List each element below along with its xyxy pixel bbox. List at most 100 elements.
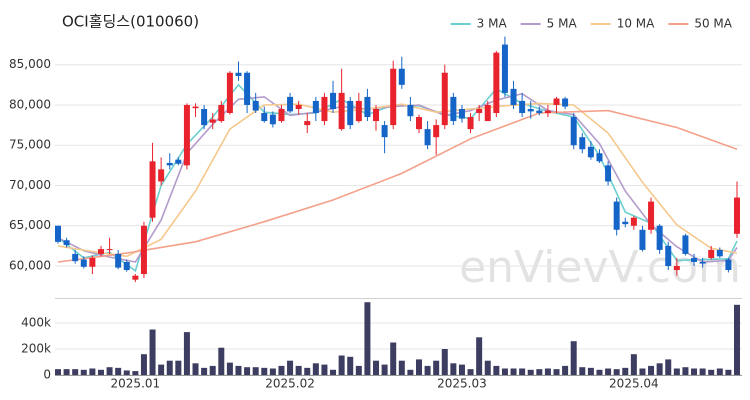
legend-label: 3 MA bbox=[477, 17, 508, 31]
volume-bar bbox=[72, 369, 79, 375]
volume-bar bbox=[605, 368, 612, 375]
volume-bar bbox=[622, 367, 629, 375]
candle-body bbox=[613, 201, 620, 230]
volume-bar bbox=[381, 364, 388, 375]
candle-body bbox=[97, 249, 104, 254]
volume-bar bbox=[97, 369, 104, 375]
candle-body bbox=[183, 104, 190, 166]
ma-line bbox=[57, 102, 738, 258]
volume-bar bbox=[390, 342, 397, 375]
volume-bar bbox=[226, 362, 233, 375]
candle-body bbox=[682, 235, 689, 254]
y-tick-label: 400k bbox=[21, 316, 51, 330]
volume-bar bbox=[527, 369, 534, 375]
volume-bar bbox=[158, 364, 165, 375]
candle-body bbox=[544, 110, 551, 114]
candle-body bbox=[89, 257, 96, 267]
volume-bar bbox=[235, 365, 242, 375]
volume-bar bbox=[536, 369, 543, 375]
volume-bar bbox=[89, 368, 96, 375]
volume-bar bbox=[364, 302, 371, 375]
volume-bar bbox=[570, 341, 577, 375]
volume-bar bbox=[544, 368, 551, 375]
candle-body bbox=[424, 129, 431, 146]
candle-body bbox=[501, 44, 508, 93]
candle-body bbox=[321, 96, 328, 122]
candle-body bbox=[347, 100, 354, 126]
watermark: enVievV.com bbox=[459, 242, 741, 293]
candle-body bbox=[364, 96, 371, 118]
volume-bar bbox=[287, 360, 294, 375]
volume-bar bbox=[467, 369, 474, 375]
candle-body bbox=[519, 100, 526, 114]
candle-body bbox=[132, 275, 139, 280]
candle-body bbox=[209, 119, 216, 123]
candle-body bbox=[699, 261, 706, 264]
volume-bar bbox=[587, 367, 594, 375]
x-tick-label: 2025.04 bbox=[609, 377, 659, 391]
candle-body bbox=[648, 201, 655, 230]
candle-body bbox=[381, 125, 388, 138]
volume-bar bbox=[510, 368, 517, 375]
candle-body bbox=[510, 88, 517, 105]
legend-label: 10 MA bbox=[617, 17, 655, 31]
volume-bar bbox=[407, 369, 414, 375]
volume-bar bbox=[201, 367, 208, 375]
legend-label: 5 MA bbox=[547, 17, 578, 31]
volume-bar bbox=[218, 347, 225, 375]
volume-bar bbox=[123, 370, 130, 375]
volume-bar bbox=[192, 363, 199, 375]
candle-body bbox=[725, 259, 732, 271]
volume-bar bbox=[613, 369, 620, 375]
volume-bar bbox=[278, 365, 285, 375]
candle-body bbox=[158, 169, 165, 182]
volume-bar bbox=[665, 359, 672, 375]
volume-bar bbox=[330, 369, 337, 375]
candle-body bbox=[218, 104, 225, 122]
candle-body bbox=[553, 98, 560, 105]
candle-body bbox=[235, 72, 242, 76]
candle-body bbox=[63, 240, 70, 246]
candle-body bbox=[390, 68, 397, 126]
y-tick-label: 85,000 bbox=[9, 57, 51, 71]
volume-bar bbox=[553, 369, 560, 375]
volume-bar bbox=[166, 360, 173, 375]
volume-bar bbox=[639, 368, 646, 375]
candle-body bbox=[304, 121, 311, 126]
y-tick-label: 0 bbox=[43, 368, 51, 382]
volume-bar bbox=[630, 354, 637, 375]
volume-bar bbox=[304, 367, 311, 375]
volume-bar bbox=[484, 360, 491, 375]
candle-body bbox=[605, 165, 612, 182]
volume-bar bbox=[415, 359, 422, 375]
volume-bar bbox=[493, 365, 500, 375]
volume-bar bbox=[734, 304, 740, 375]
candle-body bbox=[656, 225, 663, 250]
volume-bar bbox=[458, 364, 465, 375]
candle-body bbox=[639, 229, 646, 250]
volume-bar bbox=[433, 360, 440, 375]
volume-bar bbox=[699, 368, 706, 375]
candle-body bbox=[278, 108, 285, 122]
volume-bar bbox=[708, 369, 715, 375]
x-tick-label: 2025.02 bbox=[265, 377, 315, 391]
candle-body bbox=[441, 72, 448, 126]
volume-bar bbox=[441, 349, 448, 375]
volume-bar bbox=[149, 329, 156, 375]
volume-bar bbox=[55, 369, 61, 375]
candle-body bbox=[734, 197, 740, 234]
chart-title: OCI홀딩스(010060) bbox=[62, 13, 199, 31]
volume-bar bbox=[355, 365, 362, 375]
candle-body bbox=[716, 249, 723, 257]
volume-bar bbox=[183, 332, 190, 375]
volume-bar bbox=[252, 367, 259, 375]
volume-bar bbox=[347, 356, 354, 375]
volume-bar bbox=[209, 365, 216, 375]
candle-body bbox=[261, 113, 268, 122]
candle-body bbox=[252, 100, 259, 111]
candle-body bbox=[665, 245, 672, 266]
candle-body bbox=[398, 68, 405, 85]
candle-body bbox=[579, 137, 586, 150]
y-tick-label: 60,000 bbox=[9, 259, 51, 273]
